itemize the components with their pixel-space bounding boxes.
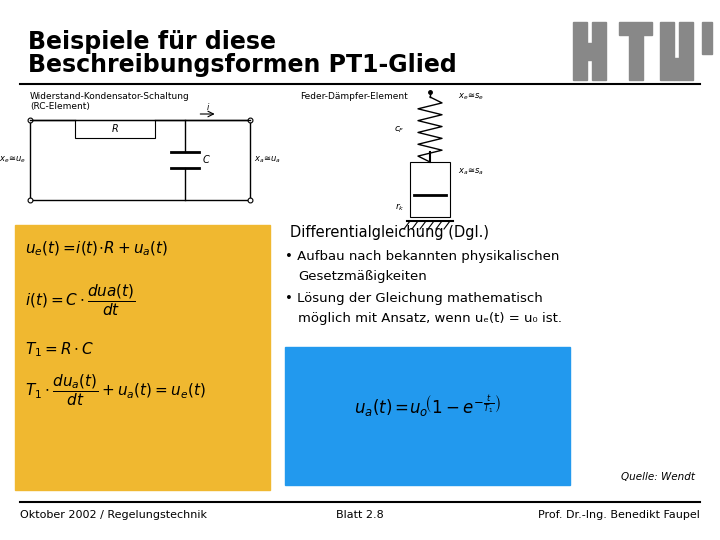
Text: Widerstand-Kondensator-Schaltung: Widerstand-Kondensator-Schaltung xyxy=(30,92,190,101)
Bar xyxy=(587,43,592,60)
Text: C: C xyxy=(203,155,210,165)
Text: Beschreibungsformen PT1-Glied: Beschreibungsformen PT1-Glied xyxy=(28,53,456,77)
Text: Quelle: Wendt: Quelle: Wendt xyxy=(621,472,695,482)
Text: möglich mit Ansatz, wenn uₑ(t) = u₀ ist.: möglich mit Ansatz, wenn uₑ(t) = u₀ ist. xyxy=(298,312,562,325)
Bar xyxy=(629,35,642,80)
Text: $T_1 = R \cdot C$: $T_1 = R \cdot C$ xyxy=(25,340,94,359)
Bar xyxy=(573,22,587,80)
Text: $x_e\!\cong\!s_e$: $x_e\!\cong\!s_e$ xyxy=(458,92,485,102)
Bar xyxy=(15,225,270,490)
Bar xyxy=(674,58,679,80)
Text: $u_a(t) =\!u_o\!\left(1 - e^{-\frac{t}{T_1}}\right)$: $u_a(t) =\!u_o\!\left(1 - e^{-\frac{t}{T… xyxy=(354,393,501,419)
Text: $x_a\!\cong\!s_a$: $x_a\!\cong\!s_a$ xyxy=(458,167,484,177)
Text: R: R xyxy=(112,124,118,134)
Text: Gesetzmäßigkeiten: Gesetzmäßigkeiten xyxy=(298,270,427,283)
Text: Blatt 2.8: Blatt 2.8 xyxy=(336,510,384,520)
Text: • Lösung der Gleichung mathematisch: • Lösung der Gleichung mathematisch xyxy=(285,292,543,305)
Text: $x_e\!\cong\!u_e$: $x_e\!\cong\!u_e$ xyxy=(0,155,26,165)
Text: Oktober 2002 / Regelungstechnik: Oktober 2002 / Regelungstechnik xyxy=(20,510,207,520)
Text: Prof. Dr.-Ing. Benedikt Faupel: Prof. Dr.-Ing. Benedikt Faupel xyxy=(538,510,700,520)
Text: $x_a\!\cong\!u_a$: $x_a\!\cong\!u_a$ xyxy=(254,155,281,165)
Bar xyxy=(660,22,674,80)
Text: Beispiele für diese: Beispiele für diese xyxy=(28,30,276,54)
Bar xyxy=(592,22,606,80)
Bar xyxy=(285,347,570,485)
Text: $c_F$: $c_F$ xyxy=(395,124,405,135)
Bar xyxy=(619,22,652,35)
Text: $u_e(t) =\!i(t)\!\cdot\! R + u_a(t)$: $u_e(t) =\!i(t)\!\cdot\! R + u_a(t)$ xyxy=(25,240,168,259)
Bar xyxy=(702,22,712,54)
Text: Feder-Dämpfer-Element: Feder-Dämpfer-Element xyxy=(300,92,408,101)
Bar xyxy=(679,22,693,80)
Text: $T_1 \cdot \dfrac{du_a(t)}{dt} + u_a(t) = u_e(t)$: $T_1 \cdot \dfrac{du_a(t)}{dt} + u_a(t) … xyxy=(25,372,206,408)
Text: (RC-Element): (RC-Element) xyxy=(30,102,90,111)
Text: Differentialgleichung (Dgl.): Differentialgleichung (Dgl.) xyxy=(290,225,489,240)
Text: $i(t) = C \cdot \dfrac{dua(t)}{dt}$: $i(t) = C \cdot \dfrac{dua(t)}{dt}$ xyxy=(25,282,136,318)
Bar xyxy=(75,120,155,138)
Text: i: i xyxy=(207,103,209,112)
Bar xyxy=(410,162,450,217)
Text: $r_k$: $r_k$ xyxy=(395,201,405,213)
Text: • Aufbau nach bekannten physikalischen: • Aufbau nach bekannten physikalischen xyxy=(285,250,559,263)
